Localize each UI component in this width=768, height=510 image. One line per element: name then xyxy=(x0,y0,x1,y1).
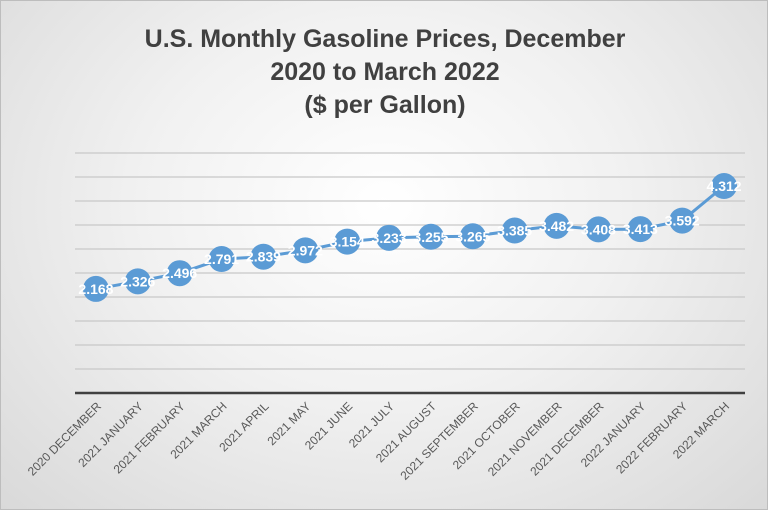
data-label: 3.233 xyxy=(372,230,407,246)
data-label: 2.791 xyxy=(204,251,239,267)
data-point xyxy=(82,275,109,302)
data-point xyxy=(711,173,738,200)
x-tick-label: 2022 FEBRUARY xyxy=(613,399,690,476)
data-point xyxy=(585,216,612,243)
data-label: 2.839 xyxy=(246,249,281,265)
data-label: 3.154 xyxy=(330,234,365,250)
data-label: 3.482 xyxy=(539,218,574,234)
x-tick-label: 2021 FEBRUARY xyxy=(111,399,188,476)
series-line xyxy=(95,184,726,291)
data-label: 3.265 xyxy=(455,228,490,244)
x-tick-label: 2020 DECEMBER xyxy=(25,399,104,478)
data-point xyxy=(334,228,361,255)
data-label: 3.413 xyxy=(623,221,658,237)
data-point xyxy=(166,260,193,287)
data-label: 3.592 xyxy=(665,213,700,229)
data-label: 3.408 xyxy=(581,221,616,237)
data-label: 2.496 xyxy=(162,265,197,281)
data-point xyxy=(669,207,696,234)
data-label: 4.312 xyxy=(707,178,742,194)
chart-title-line-1: U.S. Monthly Gasoline Prices, December xyxy=(144,25,626,53)
data-point xyxy=(250,243,277,270)
data-point xyxy=(124,268,151,295)
data-point xyxy=(292,237,319,264)
data-label: 3.385 xyxy=(497,223,532,239)
data-point xyxy=(459,223,486,250)
data-point xyxy=(376,224,403,251)
data-point xyxy=(501,217,528,244)
data-point xyxy=(543,212,570,239)
x-tick-label: 2021 NOVEMBER xyxy=(485,399,565,479)
data-label: 2.972 xyxy=(288,242,323,258)
data-point xyxy=(208,246,235,273)
chart-title: U.S. Monthly Gasoline Prices, December 2… xyxy=(1,23,768,122)
data-label: 2.326 xyxy=(120,273,155,289)
chart-title-line-2: 2020 to March 2022 xyxy=(270,58,500,86)
data-label: 2.168 xyxy=(78,281,113,297)
data-point xyxy=(627,216,654,243)
x-tick-label: 2021 SEPTEMBER xyxy=(397,399,481,483)
x-tick-label: 2021 DECEMBER xyxy=(527,399,606,478)
data-label: 3.255 xyxy=(413,229,448,245)
data-point xyxy=(417,223,444,250)
chart-title-line-3: ($ per Gallon) xyxy=(304,91,466,119)
